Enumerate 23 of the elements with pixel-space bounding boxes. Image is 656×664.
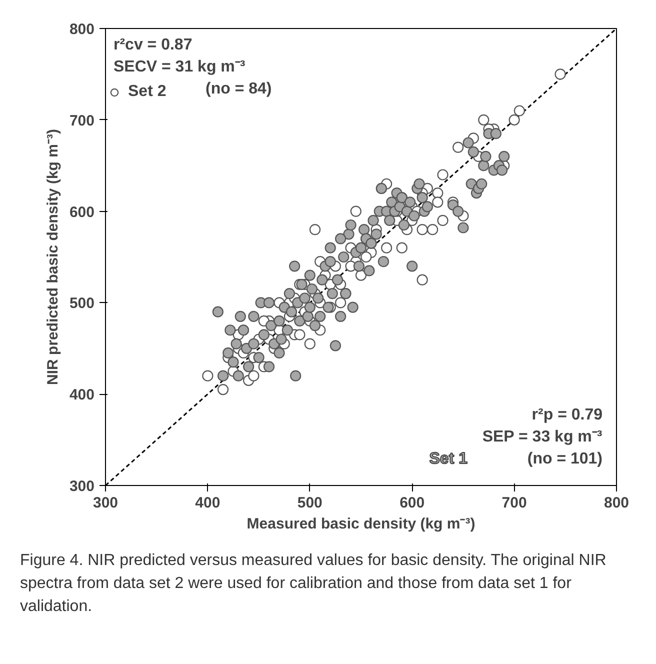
y-tick-label: 500 xyxy=(69,295,95,312)
x-tick-label: 700 xyxy=(502,494,527,512)
annotation: (no = 84) xyxy=(206,80,272,98)
caption: Figure 4. NIR predicted versus measured values for basic density. The original NIR spectra from data set 2 were used for calibration and those from data set 1 for validation. xyxy=(20,551,608,617)
y-tick-label: 300 xyxy=(69,478,95,495)
x-tick-label: 500 xyxy=(297,494,322,512)
text: Set 1 xyxy=(429,450,468,468)
y-axis-title: NIR predicted basic density (kg m⁻³) xyxy=(44,129,62,385)
y-tick-label: 600 xyxy=(69,204,95,221)
x-tick-label: 400 xyxy=(195,494,220,512)
legend-label: Set 2 xyxy=(128,83,166,101)
x-tick-label: 600 xyxy=(400,494,425,512)
annotation: (no = 101) xyxy=(527,450,603,468)
x-tick-label: 800 xyxy=(604,494,630,512)
annotation: r²p = 0.79 xyxy=(532,406,603,424)
y-tick-label: 700 xyxy=(69,112,95,130)
x-tick-label: 300 xyxy=(92,494,118,512)
y-tick-label: 400 xyxy=(69,386,95,404)
annotation: SECV = 31 kg m⁻³ xyxy=(114,58,246,76)
y-tick-label: 800 xyxy=(69,21,95,38)
x-axis-title: Measured basic density (kg m⁻³) xyxy=(246,516,476,532)
annotation: SEP = 33 kg m⁻³ xyxy=(482,428,602,446)
annotation: r²cv = 0.87 xyxy=(114,36,192,54)
